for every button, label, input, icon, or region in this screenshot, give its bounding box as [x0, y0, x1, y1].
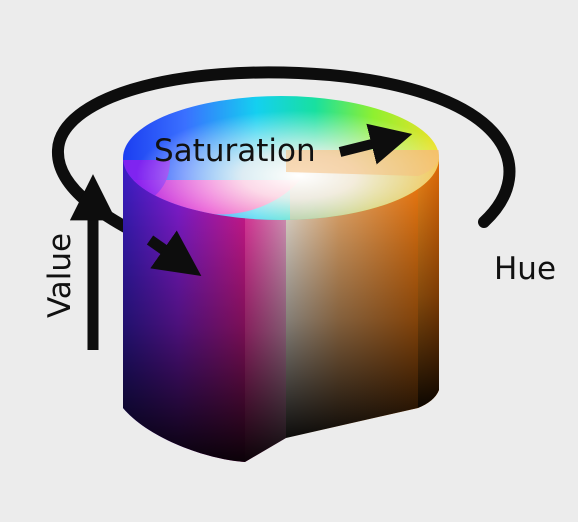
- value-label: Value: [42, 233, 78, 318]
- saturation-label: Saturation: [154, 133, 316, 169]
- hsv-cylinder: [123, 96, 439, 462]
- hue-label: Hue: [494, 251, 556, 287]
- saturation-arrow: [338, 123, 413, 165]
- hue-arrow-head: [146, 230, 202, 276]
